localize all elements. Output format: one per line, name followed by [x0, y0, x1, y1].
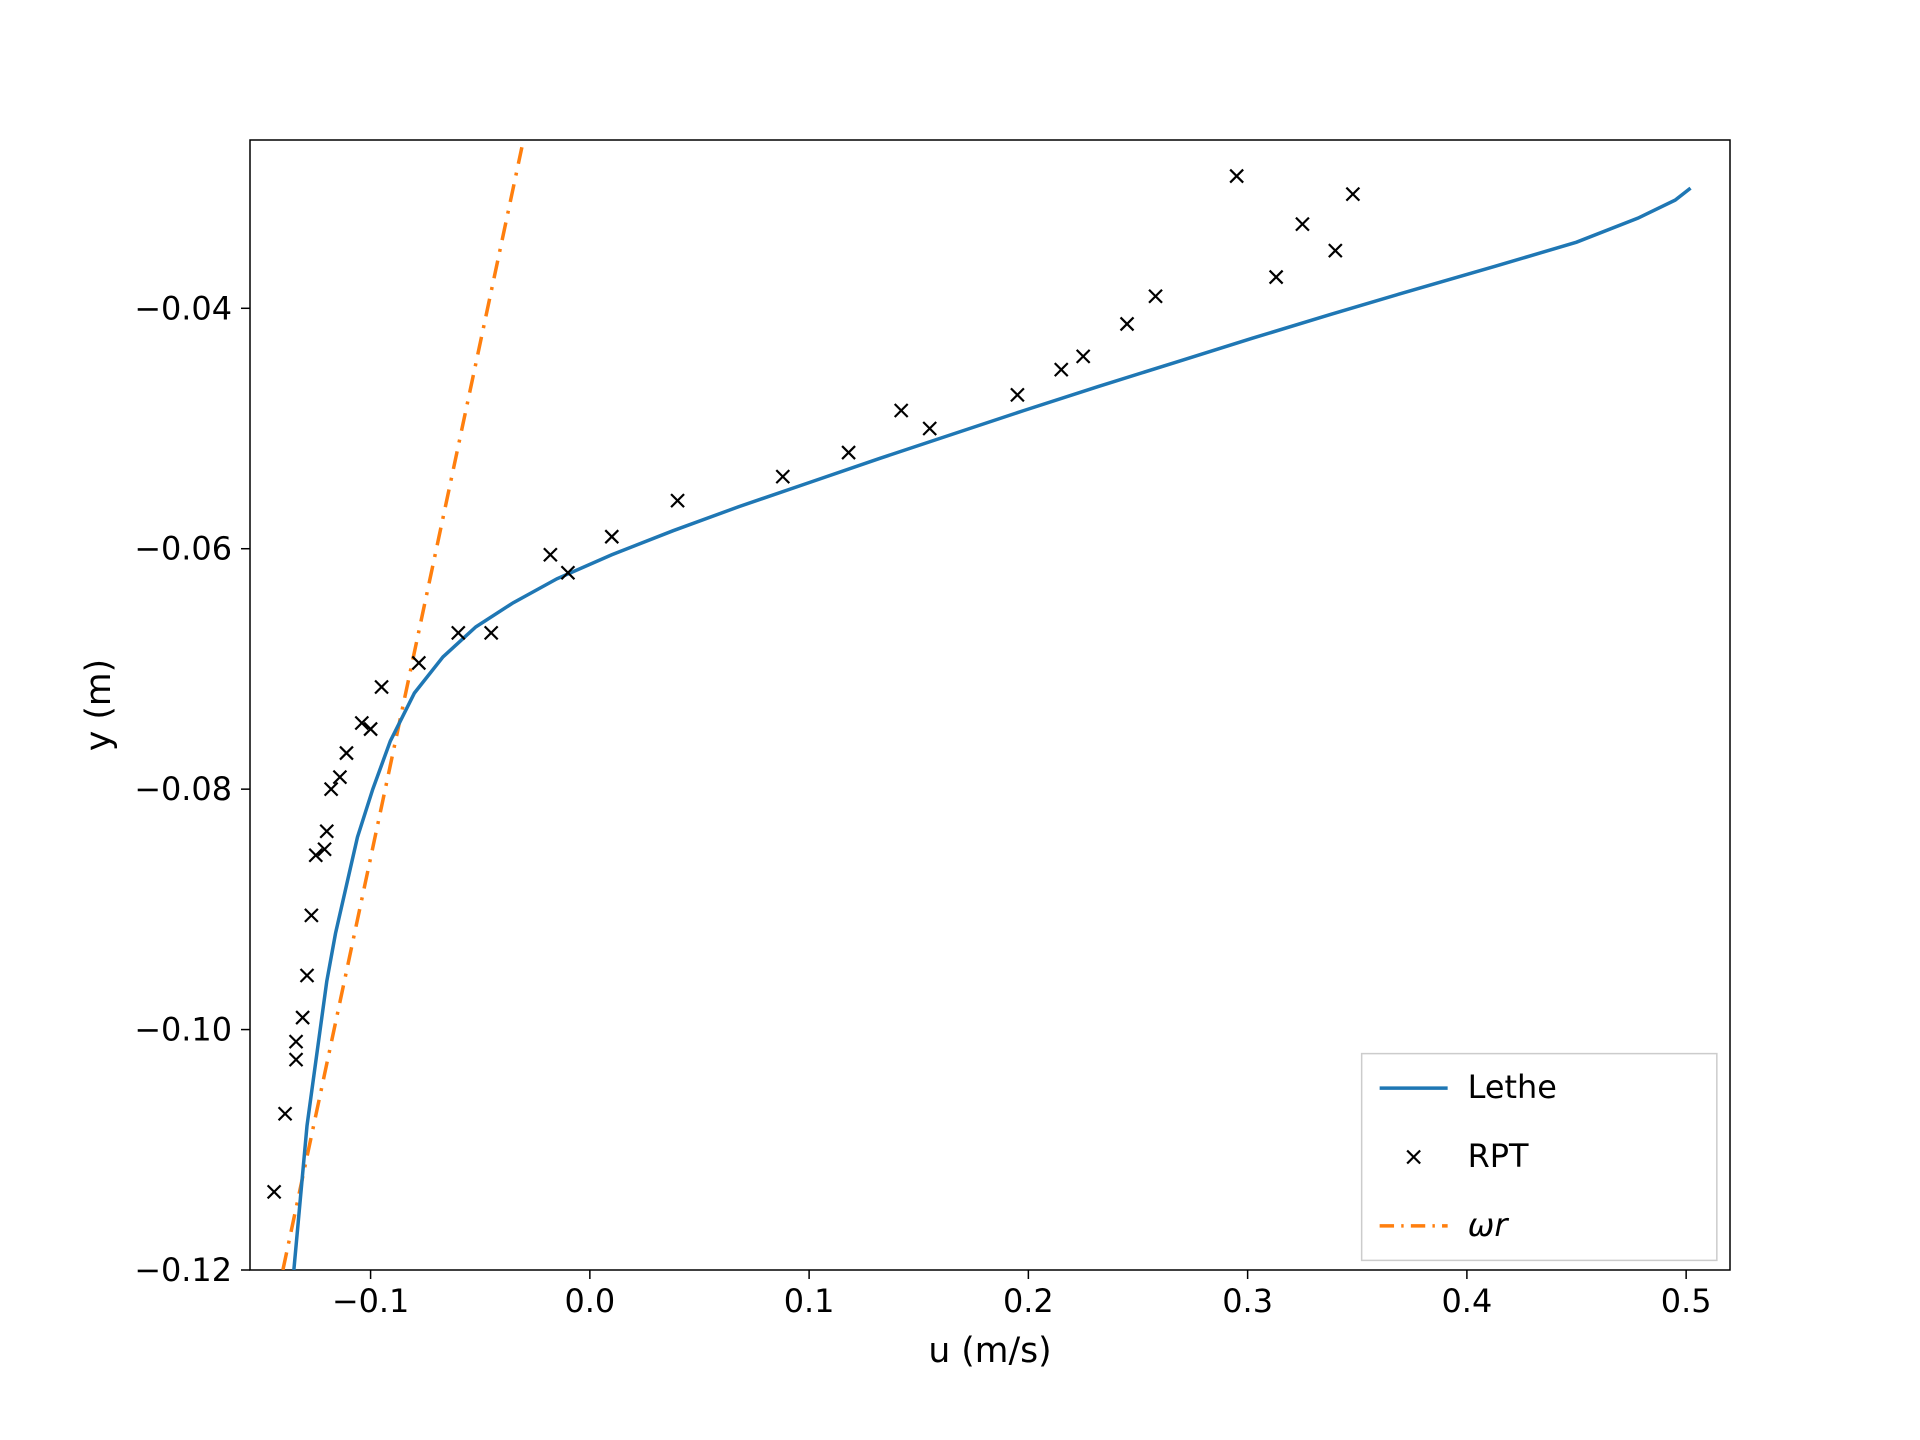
x-tick-label: 0.4	[1442, 1282, 1493, 1320]
legend: Lethe RPT ωr	[1362, 1054, 1717, 1261]
legend-label-lethe: Lethe	[1468, 1068, 1557, 1106]
chart-svg: −0.1 0.0 0.1 0.2 0.3 0.4 0.5 −0.12 −0.10 −0.08 −0…	[0, 0, 1920, 1440]
x-tick-label: 0.0	[564, 1282, 615, 1320]
x-tick-label: 0.5	[1661, 1282, 1712, 1320]
x-axis-label: u (m/s)	[928, 1331, 1051, 1371]
x-tick-label: 0.2	[1003, 1282, 1054, 1320]
y-tick-label: −0.10	[134, 1011, 232, 1049]
y-tick-label: −0.04	[134, 289, 232, 327]
legend-label-omega_r: ωr	[1468, 1206, 1510, 1244]
x-tick-label: 0.3	[1222, 1282, 1273, 1320]
y-axis-label: y (m)	[79, 659, 119, 751]
y-tick-label: −0.08	[134, 770, 232, 808]
x-tick-label: 0.1	[784, 1282, 835, 1320]
y-tick-label: −0.06	[134, 530, 232, 568]
x-tick-label: −0.1	[332, 1282, 409, 1320]
y-tick-label: −0.12	[134, 1251, 232, 1289]
legend-label-rpt: RPT	[1468, 1137, 1529, 1175]
chart-root: −0.1 0.0 0.1 0.2 0.3 0.4 0.5 −0.12 −0.10 −0.08 −0…	[0, 0, 1920, 1440]
